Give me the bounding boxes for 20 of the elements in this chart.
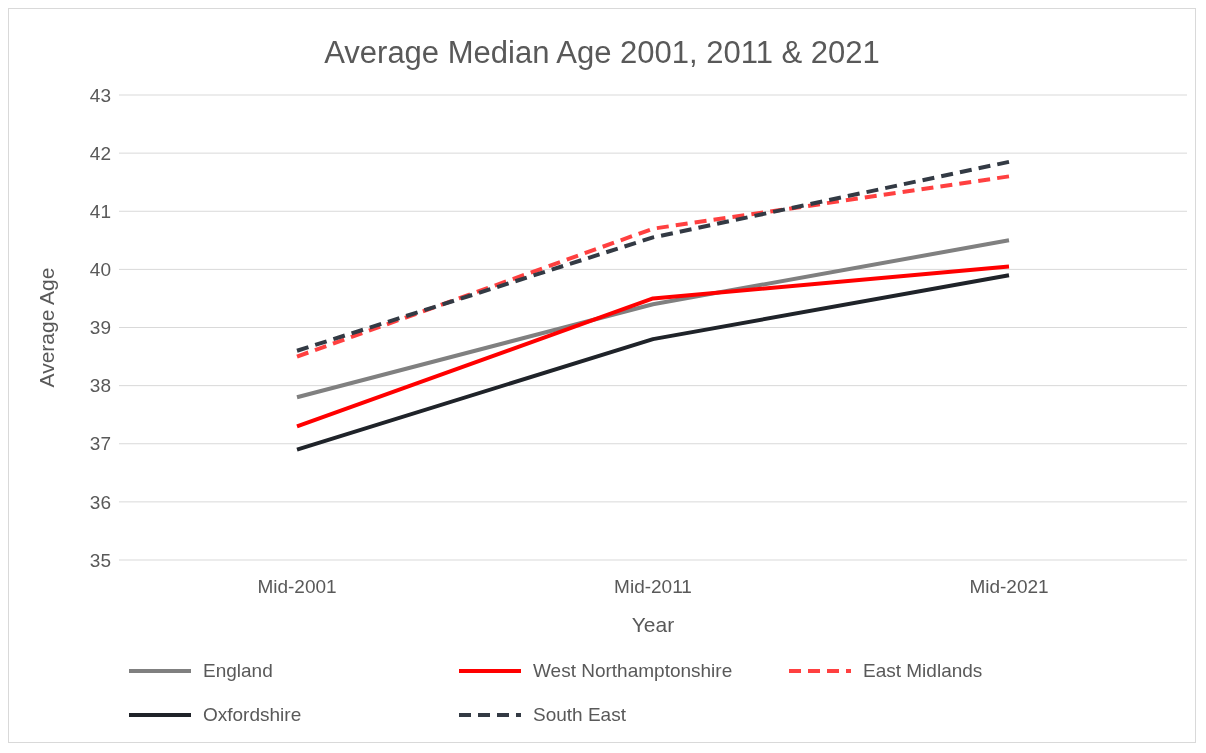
- y-tick-label: 35: [89, 549, 111, 571]
- y-tick-label: 40: [89, 259, 111, 281]
- y-tick-label: 37: [89, 433, 111, 455]
- legend-label: Oxfordshire: [203, 704, 302, 726]
- chart-title: Average Median Age 2001, 2011 & 2021: [323, 34, 881, 72]
- y-tick-label: 41: [89, 200, 111, 222]
- legend-label: South East: [533, 704, 626, 726]
- x-tick-label: Mid-2001: [257, 576, 337, 598]
- y-tick-label: 36: [89, 491, 111, 513]
- y-tick-label: 38: [89, 375, 111, 397]
- legend-label: West Northamptonshire: [533, 660, 733, 682]
- x-tick-label: Mid-2021: [969, 576, 1049, 598]
- y-tick-label: 42: [89, 142, 111, 164]
- y-axis-title: Average Age: [35, 267, 59, 388]
- y-tick-label: 43: [89, 84, 111, 106]
- legend-label: England: [203, 660, 273, 682]
- legend-label: East Midlands: [863, 660, 983, 682]
- y-tick-label: 39: [89, 317, 111, 339]
- x-tick-label: Mid-2011: [614, 576, 692, 598]
- x-axis-title: Year: [631, 613, 675, 636]
